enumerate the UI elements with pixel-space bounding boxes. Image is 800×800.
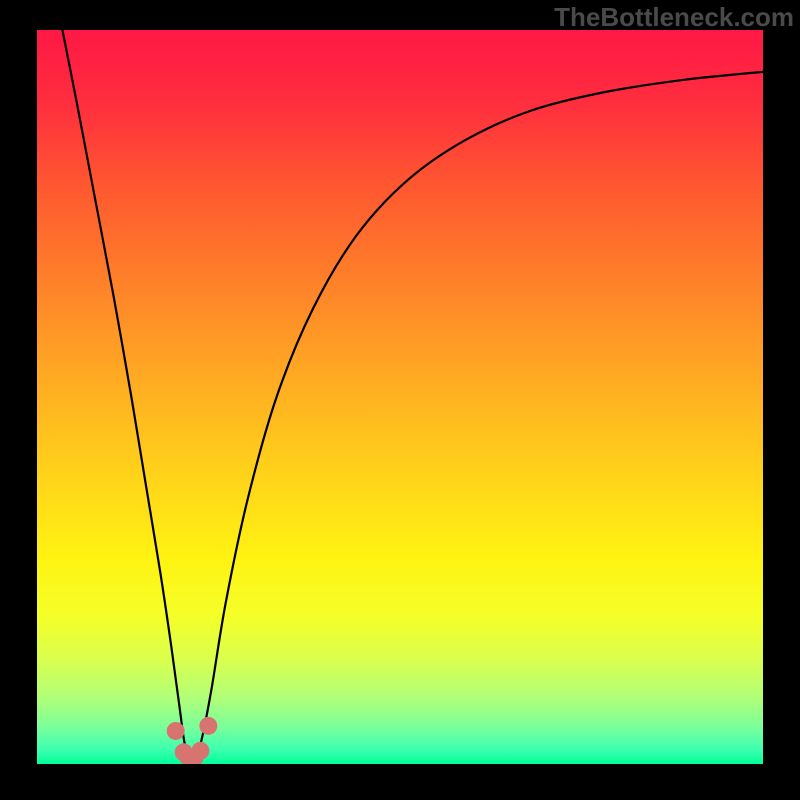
marker-dot bbox=[167, 722, 185, 740]
marker-dot bbox=[191, 742, 209, 760]
bottleneck-chart bbox=[0, 0, 800, 800]
gradient-background bbox=[37, 30, 763, 764]
watermark-text: TheBottleneck.com bbox=[554, 2, 794, 33]
frame-bottom bbox=[0, 764, 800, 800]
marker-dot bbox=[199, 717, 217, 735]
frame-right bbox=[763, 0, 800, 800]
frame-left bbox=[0, 0, 37, 800]
